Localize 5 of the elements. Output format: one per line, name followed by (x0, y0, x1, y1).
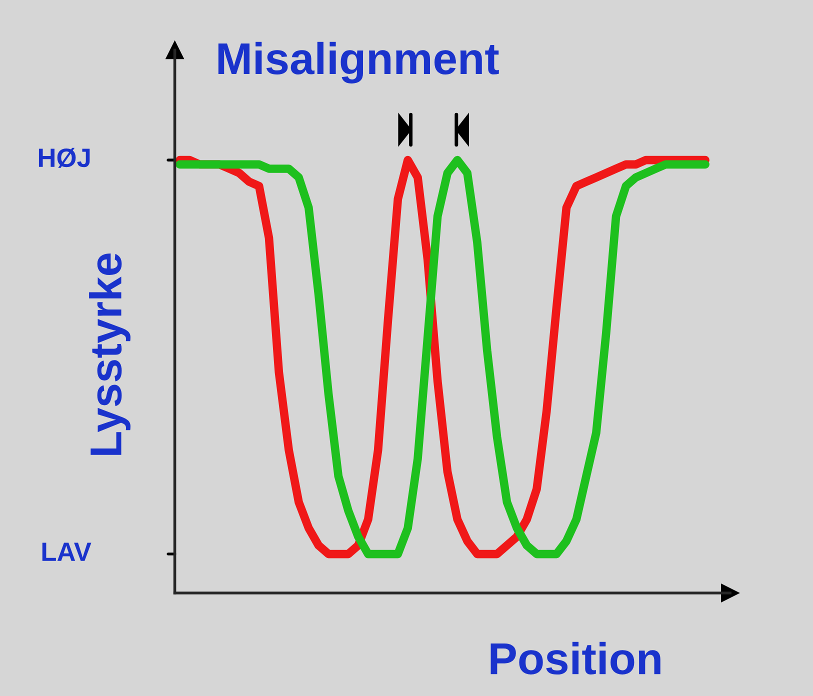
x-axis-title: Position (490, 642, 660, 675)
y-axis-title: Lysstyrke (89, 254, 130, 455)
chart-title: Misalignment (218, 42, 499, 84)
text: HØJ (38, 148, 90, 168)
text: LAV (42, 542, 92, 561)
